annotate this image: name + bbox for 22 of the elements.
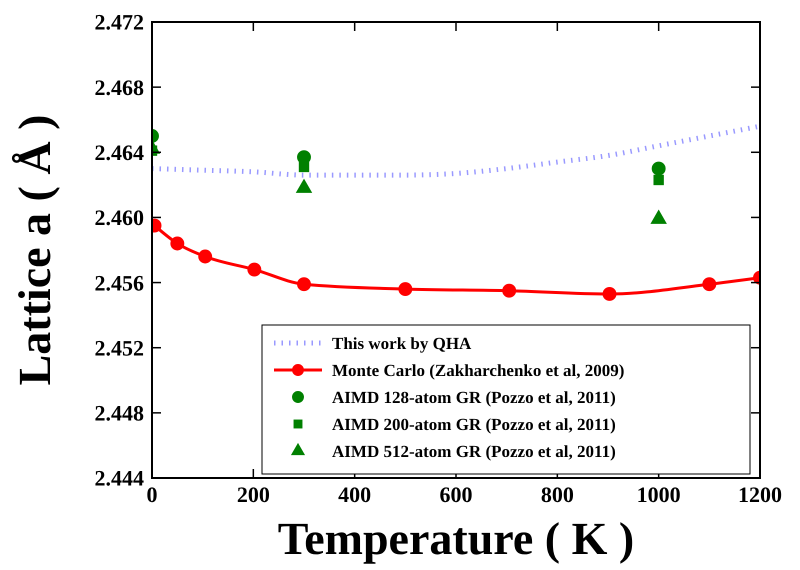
x-tick-label: 800 bbox=[540, 482, 574, 507]
y-tick-label: 2.464 bbox=[94, 140, 144, 165]
x-axis-title: Temperature ( K ) bbox=[278, 513, 634, 564]
y-tick-label: 2.460 bbox=[94, 205, 144, 230]
legend-label: AIMD 512-atom GR (Pozzo et al, 2011) bbox=[332, 442, 616, 461]
y-tick-label: 2.468 bbox=[94, 74, 144, 100]
x-tick-label: 0 bbox=[146, 482, 158, 507]
x-tick-label: 1000 bbox=[636, 482, 681, 507]
x-tick-label: 1200 bbox=[738, 482, 782, 507]
legend-label: This work by QHA bbox=[332, 334, 472, 353]
y-tick-label: 2.444 bbox=[94, 466, 144, 491]
y-tick-label: 2.472 bbox=[94, 10, 144, 35]
x-tick-label: 200 bbox=[236, 482, 270, 507]
y-axis-title: Lattice a ( Å ) bbox=[9, 114, 60, 386]
x-tick-label: 600 bbox=[440, 482, 472, 507]
y-tick-label: 2.448 bbox=[94, 400, 144, 426]
y-tick-label: 2.456 bbox=[94, 270, 144, 296]
x-tick-label: 400 bbox=[338, 482, 372, 507]
legend-label: Monte Carlo (Zakharchenko et al, 2009) bbox=[332, 360, 624, 380]
y-tick-label: 2.452 bbox=[94, 335, 144, 360]
legend-label: AIMD 128-atom GR (Pozzo et al, 2011) bbox=[332, 388, 616, 407]
legend-label: AIMD 200-atom GR (Pozzo et al, 2011) bbox=[332, 414, 616, 434]
